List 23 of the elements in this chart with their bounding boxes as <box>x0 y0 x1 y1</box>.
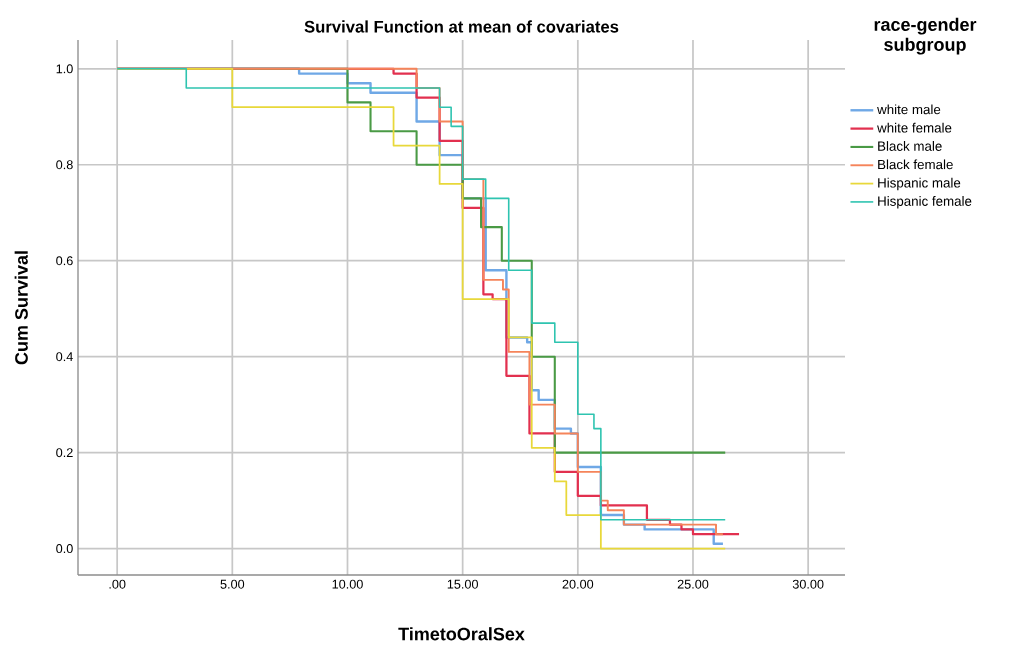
x-tick-label: .00 <box>109 579 126 589</box>
x-tick-label: 5.00 <box>220 579 245 589</box>
legend-label: Hispanic female <box>878 196 972 209</box>
y-axis-title: Cum Survival <box>14 251 28 365</box>
x-tick-label: 30.00 <box>792 579 824 589</box>
legend-label: Black female <box>878 159 953 170</box>
x-tick-label: 10.00 <box>332 579 363 589</box>
y-tick-label: 0.0 <box>56 544 73 554</box>
x-tick-label: 15.00 <box>447 579 478 589</box>
y-tick-label: 1.0 <box>56 64 73 74</box>
legend-label: white male <box>877 104 941 115</box>
x-tick-label: 20.00 <box>562 579 594 589</box>
y-tick-label: 0.6 <box>56 256 73 266</box>
x-tick-label: 25.00 <box>677 579 709 589</box>
legend-title: race-gender subgroup <box>874 17 977 55</box>
y-tick-label: 0.4 <box>56 352 73 362</box>
legend-label: Hispanic male <box>878 177 961 191</box>
x-axis-title: TimetoOralSex <box>398 627 525 641</box>
chart-title: Survival Function at mean of covariates <box>304 20 619 33</box>
y-tick-label: 0.2 <box>56 448 73 458</box>
y-tick-label: 0.8 <box>56 160 73 170</box>
legend-label: Black male <box>878 141 942 151</box>
legend-label: white female <box>877 122 952 133</box>
